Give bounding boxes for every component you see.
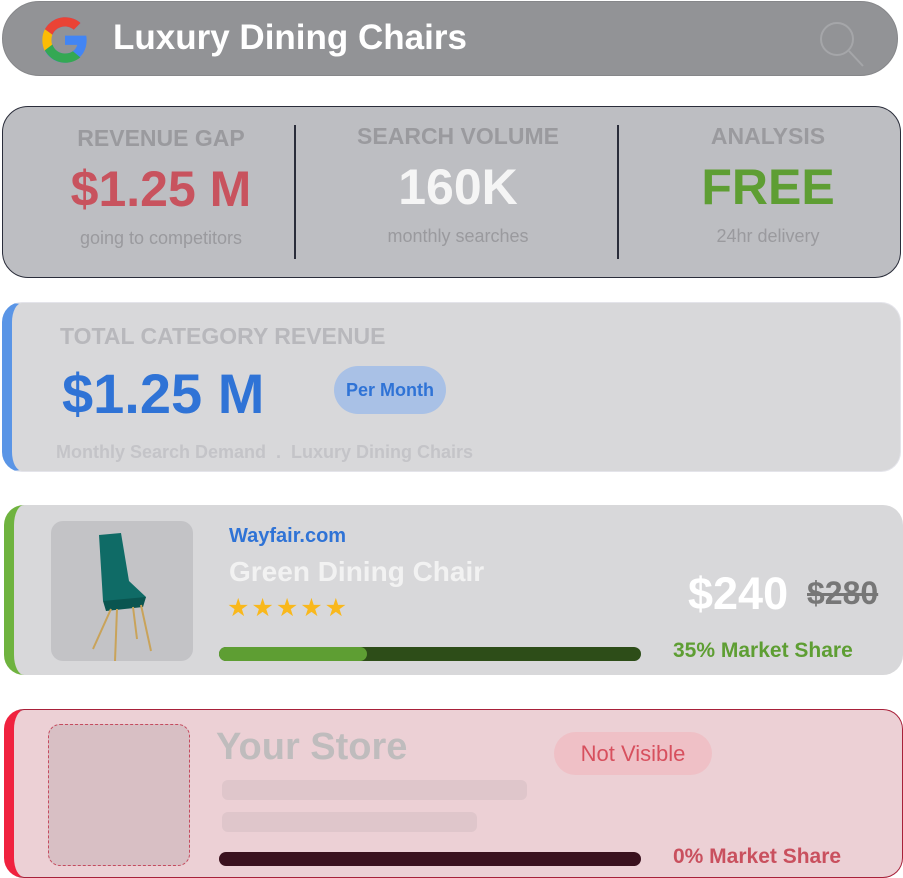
stat-label: REVENUE GAP (77, 125, 245, 151)
market-share-label: 35% Market Share (673, 639, 853, 662)
stat-label: ANALYSIS (710, 123, 826, 149)
google-logo-icon (42, 17, 87, 63)
market-share-bar (219, 852, 641, 866)
competitor-card: Wayfair.com Green Dining Chair ★★★★★ $24… (4, 505, 903, 675)
chair-icon (92, 533, 152, 662)
not-visible-badge: Not Visible (554, 732, 712, 775)
per-month-badge: Per Month (334, 366, 446, 414)
search-icon[interactable] (815, 18, 867, 68)
stat-sub: 24hr delivery (716, 226, 820, 246)
market-share-label: 0% Market Share (673, 845, 842, 868)
competitor-site-link[interactable]: Wayfair.com (229, 525, 347, 547)
total-subtitle: Monthly Search Demand . Luxury Dining Ch… (56, 442, 474, 462)
stat-sub: going to competitors (79, 228, 243, 248)
image-placeholder (48, 724, 190, 866)
text-placeholder (222, 812, 477, 832)
your-store-card: Your Store Not Visible 0% Market Share (4, 709, 903, 878)
stat-sub: monthly searches (387, 226, 529, 246)
stat-revenue-gap: REVENUE GAP $1.25 M going to competitors (43, 107, 279, 279)
product-image (51, 521, 193, 662)
search-bar[interactable]: Luxury Dining Chairs (2, 1, 898, 76)
total-label: TOTAL CATEGORY REVENUE (60, 323, 386, 349)
total-value: $1.25 M (62, 362, 265, 425)
product-name: Green Dining Chair (229, 556, 485, 587)
stat-value: 160K (398, 159, 518, 215)
divider (617, 125, 619, 259)
original-price: $280 (807, 575, 879, 611)
stat-label: SEARCH VOLUME (357, 123, 559, 149)
divider (294, 125, 296, 259)
stats-panel: REVENUE GAP $1.25 M going to competitors… (2, 106, 901, 278)
total-revenue-card: TOTAL CATEGORY REVENUE $1.25 M Per Month… (2, 302, 901, 472)
stat-value: FREE (701, 159, 835, 215)
stat-value: $1.25 M (70, 161, 252, 217)
market-share-bar (219, 647, 641, 661)
stat-search-volume: SEARCH VOLUME 160K monthly searches (333, 107, 583, 279)
market-share-fill (219, 647, 367, 661)
product-price: $240 (688, 568, 789, 619)
search-query: Luxury Dining Chairs (113, 18, 467, 57)
store-name: Your Store (216, 726, 408, 768)
text-placeholder (222, 780, 527, 800)
star-rating: ★★★★★ (227, 594, 350, 622)
stat-analysis: ANALYSIS FREE 24hr delivery (663, 107, 873, 279)
